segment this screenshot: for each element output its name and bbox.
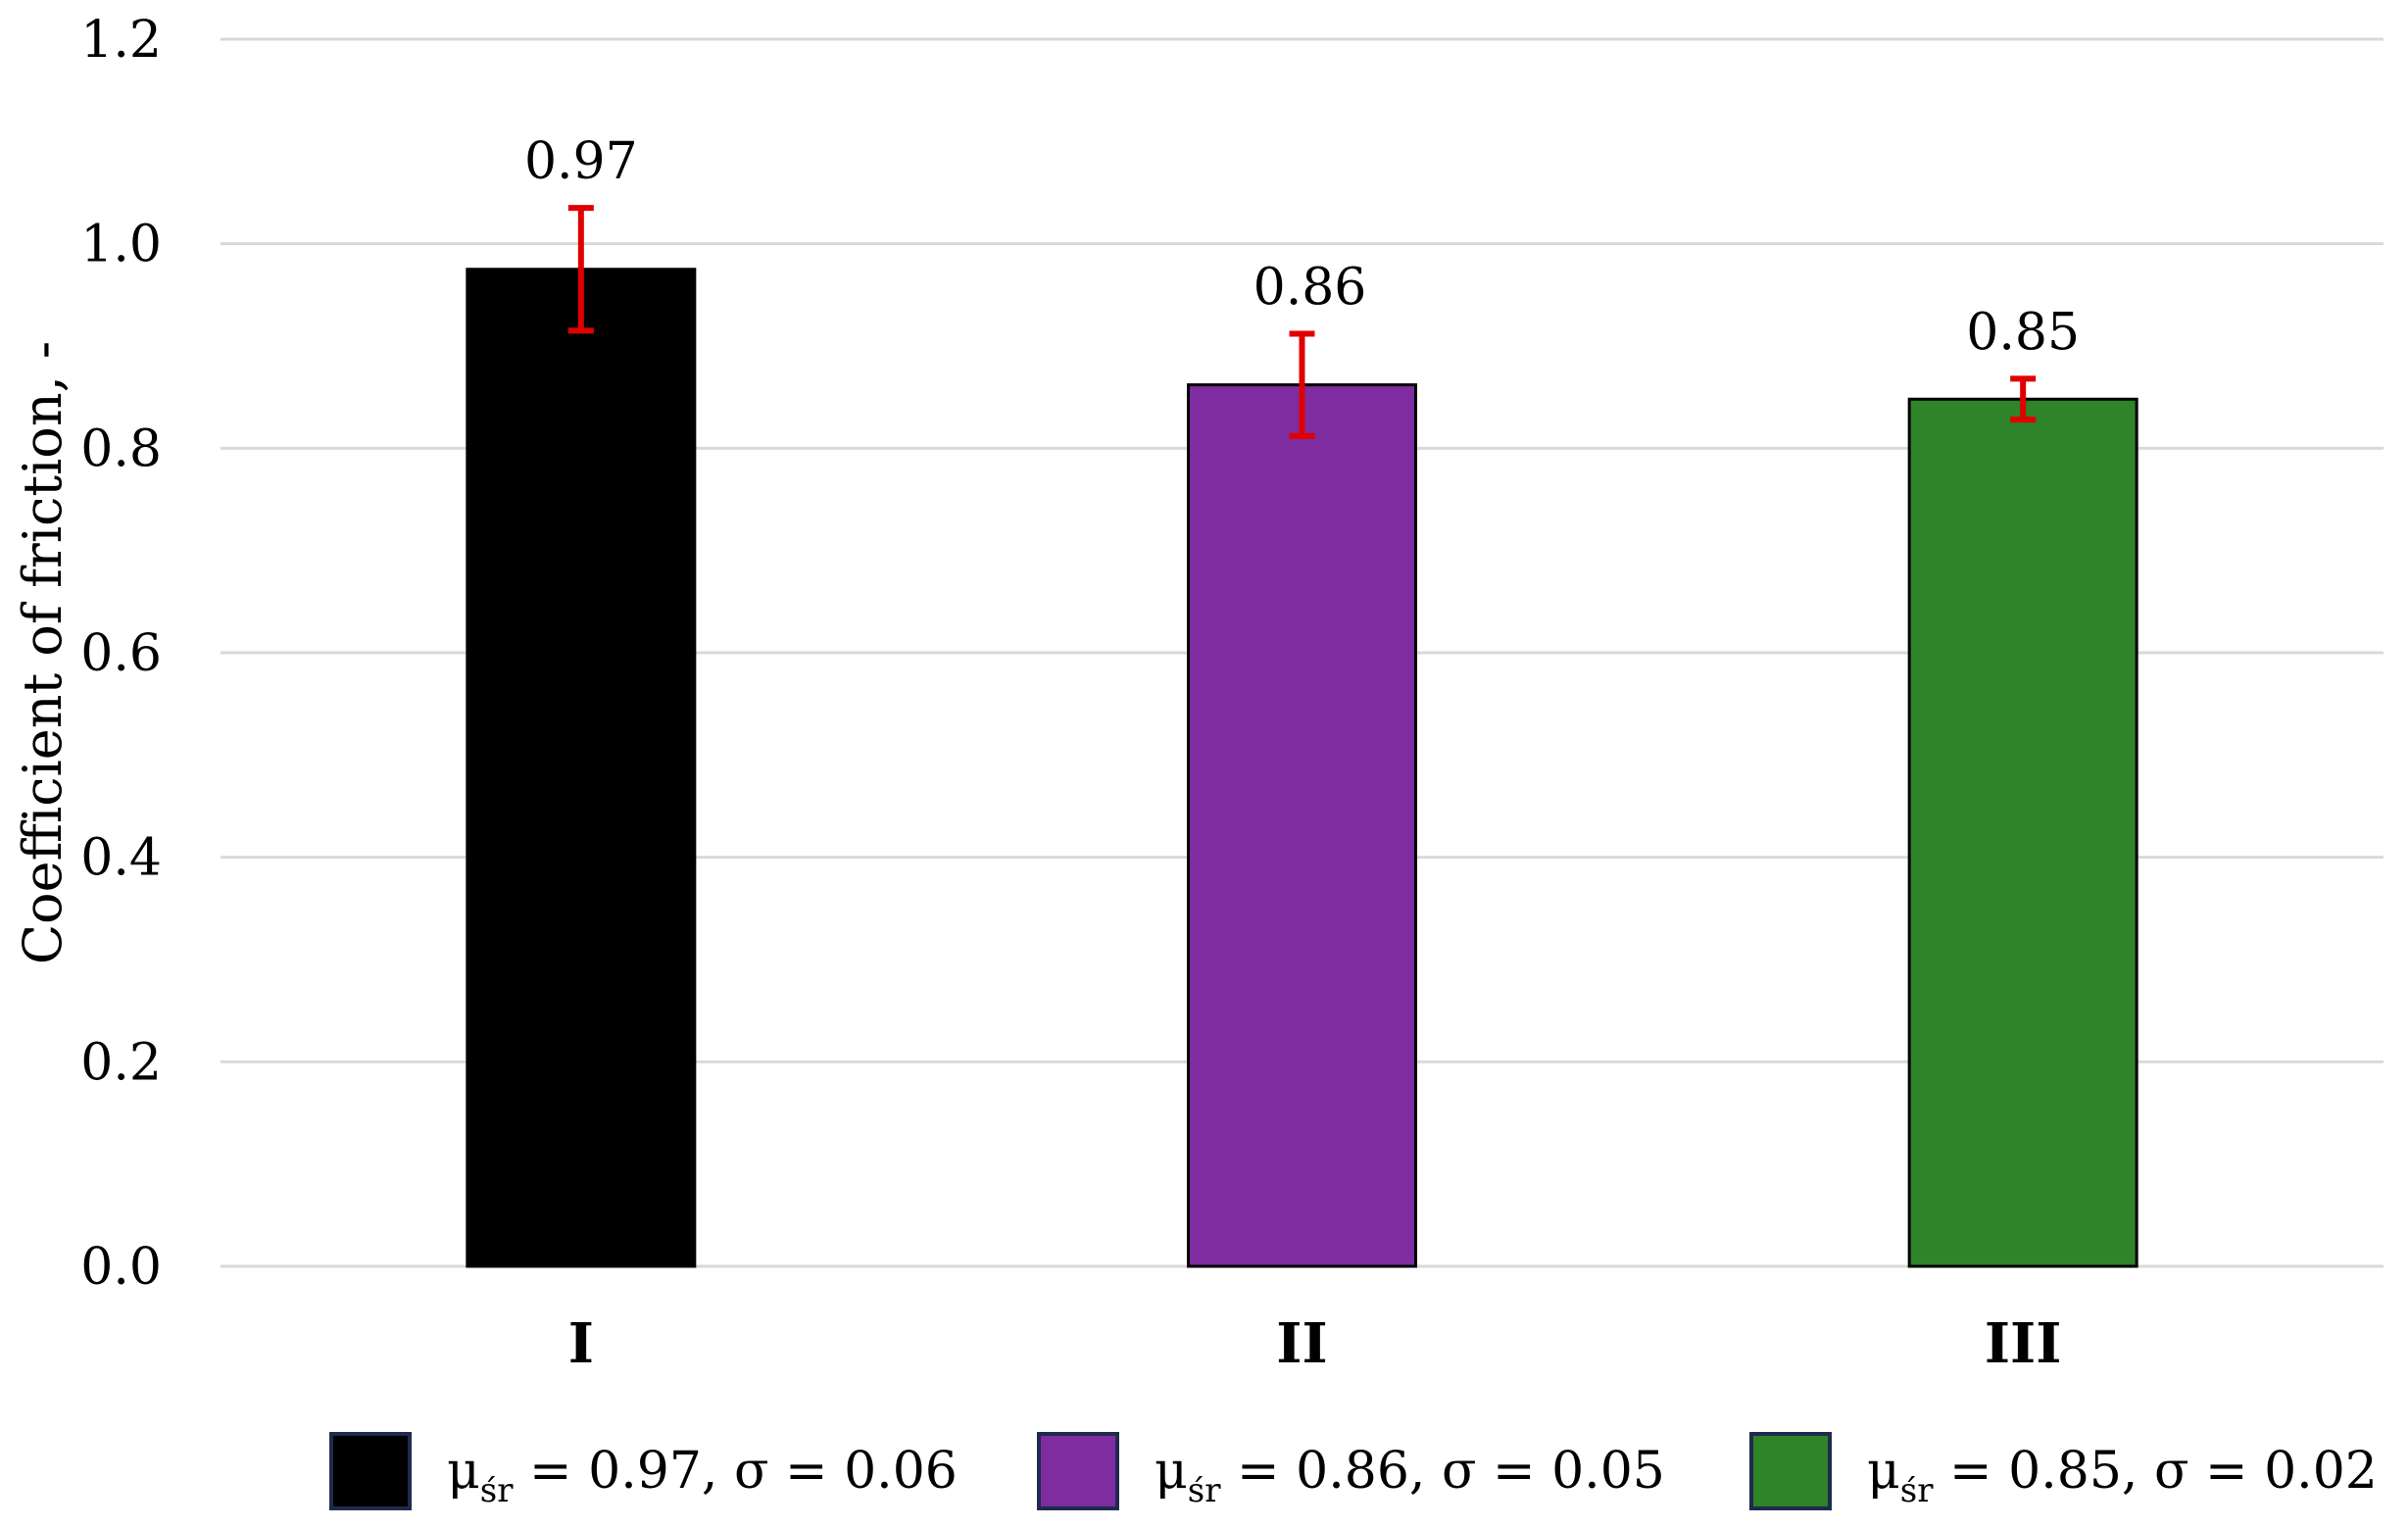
error-bar-III [2010,375,2037,423]
legend-item: μśr = 0.85, σ = 0.02 [1749,1432,2378,1510]
error-bars [567,205,2037,439]
data-labels: 0.97 0.86 0.85 [524,132,2080,362]
x-tick-label: I [568,1311,594,1376]
legend-label: μśr = 0.97, σ = 0.06 [447,1442,958,1510]
y-tick-label: 0.0 [80,1238,162,1297]
y-axis-ticks: 0.0 0.2 0.4 0.6 0.8 1.0 1.2 [80,11,162,1297]
x-tick-label: III [1985,1311,2062,1376]
y-axis-label: Coefficient of friction, - [12,341,74,964]
y-tick-label: 0.6 [80,624,162,683]
bar-I [466,268,697,1268]
y-tick-label: 0.2 [80,1033,162,1092]
legend: μśr = 0.97, σ = 0.06 μśr = 0.86, σ = 0.05… [329,1432,2378,1510]
error-bar-I [567,205,594,334]
legend-swatch [1749,1432,1832,1510]
error-bar-II [1289,330,1315,439]
bar-III [1907,397,2138,1268]
y-tick-label: 0.4 [80,829,162,888]
legend-item: μśr = 0.97, σ = 0.06 [329,1432,958,1510]
y-tick-label: 1.2 [80,11,162,70]
data-label-III: 0.85 [1966,303,2080,362]
legend-item: μśr = 0.86, σ = 0.05 [1037,1432,1665,1510]
bars [466,268,2138,1268]
legend-label: μśr = 0.86, σ = 0.05 [1155,1442,1665,1510]
data-label-I: 0.97 [524,132,638,191]
x-axis-ticks: I II III [568,1311,2062,1376]
y-tick-label: 1.0 [80,216,162,274]
bar-II [1187,383,1417,1268]
legend-label: μśr = 0.85, σ = 0.02 [1867,1442,2378,1510]
legend-swatch [1037,1432,1119,1510]
y-tick-label: 0.8 [80,419,162,478]
x-tick-label: II [1276,1311,1327,1376]
legend-swatch [329,1432,412,1510]
data-label-II: 0.86 [1253,258,1367,317]
